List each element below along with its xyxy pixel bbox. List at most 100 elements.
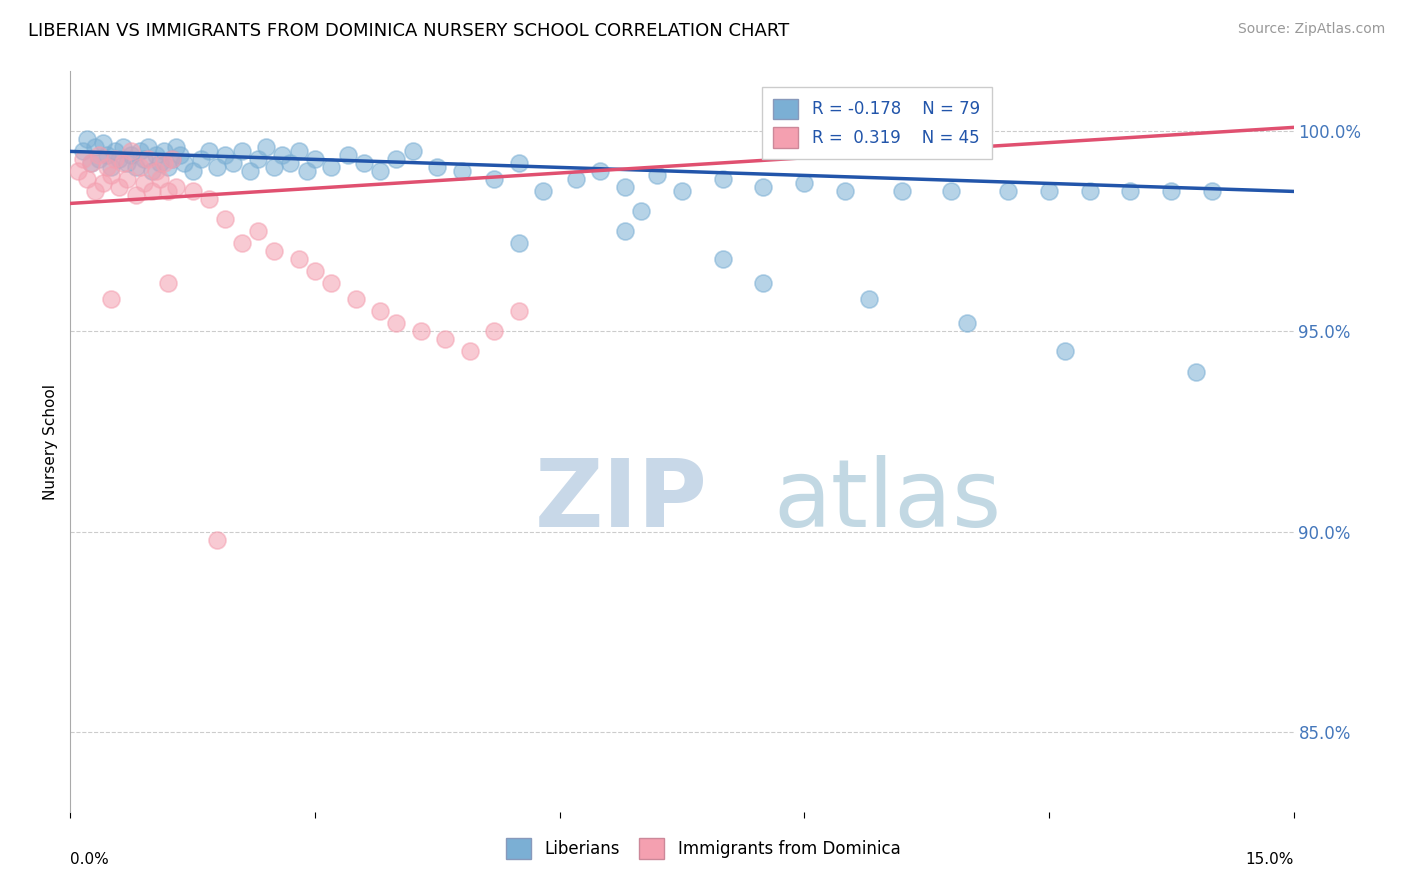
Point xyxy=(181,185,204,199)
Point xyxy=(321,277,343,291)
Point xyxy=(368,164,391,178)
Point xyxy=(589,164,612,178)
Point xyxy=(287,145,309,159)
Point xyxy=(149,156,172,170)
Point xyxy=(246,153,269,167)
Point xyxy=(72,145,94,159)
Point xyxy=(271,148,294,162)
Point xyxy=(112,140,135,154)
Point xyxy=(100,293,122,307)
Point xyxy=(169,148,191,162)
Point xyxy=(190,153,212,167)
Point xyxy=(87,153,110,167)
Point xyxy=(647,169,669,183)
Point xyxy=(136,140,159,154)
Point xyxy=(402,145,425,159)
Point xyxy=(153,145,176,159)
Point xyxy=(91,177,114,191)
Point xyxy=(1054,344,1077,359)
Point xyxy=(891,185,914,199)
Point xyxy=(1119,185,1142,199)
Point xyxy=(671,185,693,199)
Point xyxy=(239,164,262,178)
Point xyxy=(246,224,269,238)
Point xyxy=(231,236,253,251)
Point xyxy=(1160,185,1182,199)
Point xyxy=(263,244,285,259)
Point xyxy=(752,180,775,194)
Point xyxy=(1184,364,1206,378)
Point xyxy=(149,172,172,186)
Point xyxy=(531,185,554,199)
Point xyxy=(76,132,98,146)
Point xyxy=(484,325,506,339)
Point xyxy=(128,161,150,175)
Point xyxy=(344,293,367,307)
Point xyxy=(793,177,815,191)
Point xyxy=(145,148,167,162)
Point xyxy=(112,156,135,170)
Point xyxy=(67,164,90,178)
Point xyxy=(104,145,127,159)
Point xyxy=(100,161,122,175)
Point xyxy=(613,180,636,194)
Point xyxy=(198,193,221,207)
Point xyxy=(508,304,530,318)
Point xyxy=(96,161,118,175)
Point xyxy=(162,153,183,167)
Point xyxy=(128,145,150,159)
Point xyxy=(76,172,98,186)
Point xyxy=(254,140,277,154)
Point xyxy=(858,293,880,307)
Text: 15.0%: 15.0% xyxy=(1246,852,1294,867)
Point xyxy=(1078,185,1101,199)
Point xyxy=(295,164,318,178)
Point xyxy=(124,188,146,202)
Point xyxy=(141,185,163,199)
Point xyxy=(136,153,159,167)
Legend: Liberians, Immigrants from Dominica: Liberians, Immigrants from Dominica xyxy=(494,827,912,871)
Point xyxy=(205,161,228,175)
Point xyxy=(1038,185,1060,199)
Point xyxy=(304,264,326,278)
Legend: R = -0.178    N = 79, R =  0.319    N = 45: R = -0.178 N = 79, R = 0.319 N = 45 xyxy=(762,87,991,160)
Point xyxy=(834,185,856,199)
Point xyxy=(484,172,506,186)
Point xyxy=(565,172,588,186)
Point xyxy=(450,164,472,178)
Point xyxy=(157,185,180,199)
Point xyxy=(508,236,530,251)
Point xyxy=(752,277,775,291)
Point xyxy=(96,148,118,162)
Point xyxy=(458,344,481,359)
Point xyxy=(711,172,734,186)
Point xyxy=(79,156,103,170)
Point xyxy=(72,153,94,167)
Point xyxy=(956,317,979,331)
Point xyxy=(173,156,195,170)
Point xyxy=(141,164,163,178)
Text: Source: ZipAtlas.com: Source: ZipAtlas.com xyxy=(1237,22,1385,37)
Point xyxy=(132,177,155,191)
Text: LIBERIAN VS IMMIGRANTS FROM DOMINICA NURSERY SCHOOL CORRELATION CHART: LIBERIAN VS IMMIGRANTS FROM DOMINICA NUR… xyxy=(28,22,789,40)
Point xyxy=(79,156,103,170)
Point xyxy=(145,164,167,178)
Point xyxy=(83,140,105,154)
Point xyxy=(353,156,375,170)
Point xyxy=(997,185,1019,199)
Point xyxy=(214,148,236,162)
Point xyxy=(287,252,309,267)
Text: 0.0%: 0.0% xyxy=(70,852,110,867)
Point xyxy=(165,140,187,154)
Point xyxy=(100,169,122,183)
Point xyxy=(198,145,221,159)
Point xyxy=(117,156,139,170)
Point xyxy=(613,224,636,238)
Point xyxy=(87,148,110,162)
Point xyxy=(157,277,180,291)
Point xyxy=(385,317,408,331)
Point xyxy=(108,180,131,194)
Point xyxy=(222,156,245,170)
Point xyxy=(153,156,176,170)
Point xyxy=(91,136,114,151)
